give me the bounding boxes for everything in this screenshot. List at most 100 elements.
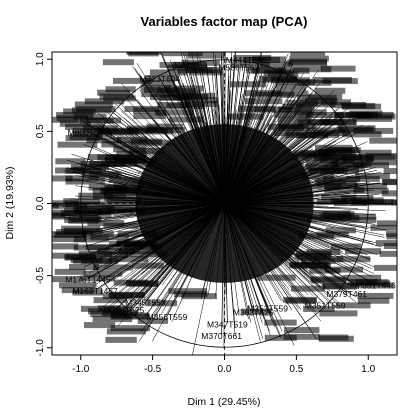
overlapping-label-mark	[93, 297, 127, 304]
overlapping-label-mark	[230, 61, 270, 68]
overlapping-label-mark	[185, 101, 219, 108]
variable-arrow	[159, 77, 225, 204]
overlapping-label-mark	[105, 86, 136, 93]
overlapping-label-mark	[352, 115, 393, 122]
overlapping-label-mark	[353, 127, 394, 134]
y-axis: -1.0 -0.5 0.0 0.5 1.0	[35, 52, 52, 357]
overlapping-label-mark	[63, 198, 100, 205]
variable-arrow	[224, 203, 326, 305]
overlapping-label-mark	[260, 61, 293, 68]
overlapping-label-mark	[145, 300, 178, 307]
overlapping-label-mark	[89, 160, 126, 167]
overlapping-label-mark	[80, 305, 121, 312]
overlapping-label-mark	[65, 135, 100, 142]
overlapping-label-mark	[73, 113, 107, 120]
overlapping-label-mark	[322, 118, 357, 125]
overlapping-label-mark	[275, 84, 307, 91]
overlapping-label-mark	[277, 116, 312, 123]
overlapping-label-mark	[65, 123, 105, 130]
overlapping-label-mark	[362, 199, 394, 206]
overlapping-label-mark	[296, 250, 332, 257]
overlapping-label-mark	[76, 106, 116, 113]
overlapping-label-mark	[311, 277, 347, 284]
variable-label: M347T519	[207, 319, 248, 329]
overlapping-label-mark	[85, 244, 122, 251]
overlapping-label-mark	[322, 78, 358, 85]
overlapping-label-mark	[290, 52, 326, 56]
variable-arrow	[94, 203, 225, 291]
y-axis-label: Dim 2 (19.93%)	[4, 167, 16, 240]
overlapping-label-mark	[80, 275, 115, 282]
overlapping-label-mark	[325, 147, 361, 154]
overlapping-label-mark	[376, 220, 397, 227]
overlapping-label-mark	[292, 154, 328, 161]
x-tick-label: 1.0	[361, 364, 375, 375]
overlapping-label-mark	[292, 66, 332, 73]
y-tick-label: 1.0	[35, 52, 46, 66]
overlapping-label-mark	[52, 252, 89, 259]
variable-arrow	[224, 59, 247, 204]
overlapping-label-mark	[133, 113, 166, 120]
overlapping-label-mark	[383, 168, 397, 175]
overlapping-label-mark	[306, 127, 346, 134]
overlapping-label-mark	[103, 189, 139, 196]
variable-label: M379T461	[326, 289, 367, 299]
variable-label: M600T537	[68, 127, 109, 137]
variable-arrow	[224, 203, 254, 312]
overlapping-label-mark	[155, 109, 195, 116]
overlapping-label-mark	[319, 310, 358, 317]
overlapping-label-mark	[118, 248, 155, 255]
overlapping-label-mark	[78, 251, 113, 258]
overlapping-label-mark	[90, 234, 129, 241]
overlapping-label-mark	[169, 116, 204, 123]
overlapping-label-mark	[52, 202, 59, 209]
overlapping-label-mark	[324, 186, 365, 193]
overlapping-label-mark	[54, 268, 86, 275]
variable-label: M723T604	[139, 74, 180, 84]
overlapping-label-mark	[355, 172, 390, 179]
variable-arrow	[224, 203, 268, 308]
overlapping-label-mark	[52, 175, 73, 182]
x-axis: -1.0 -0.5 0.0 0.5 1.0	[72, 355, 376, 375]
overlapping-label-mark	[297, 119, 330, 126]
overlapping-label-mark	[113, 279, 149, 286]
overlapping-label-mark	[113, 160, 154, 167]
variable-arrow	[87, 131, 225, 204]
overlapping-label-mark	[87, 219, 125, 226]
overlapping-label-mark	[110, 325, 150, 332]
overlapping-label-mark	[70, 163, 109, 170]
overlapping-label-mark	[308, 93, 343, 100]
overlapping-label-mark	[162, 52, 203, 57]
overlapping-label-mark	[354, 183, 388, 190]
variable-label: M444T650	[226, 55, 267, 65]
overlapping-label-mark	[52, 243, 79, 250]
overlapping-label-mark	[336, 256, 371, 263]
overlapping-label-mark	[369, 137, 397, 144]
overlapping-label-mark	[96, 128, 134, 135]
overlapping-label-mark	[97, 89, 131, 96]
overlapping-label-mark	[265, 42, 297, 48]
overlapping-label-mark	[168, 288, 207, 295]
overlapping-label-mark	[296, 101, 336, 108]
overlapping-label-mark	[382, 179, 397, 186]
overlapping-label-mark	[101, 141, 139, 148]
variable-arrow	[123, 203, 225, 310]
overlapping-label-mark	[93, 264, 133, 271]
overlapping-label-mark	[58, 282, 97, 289]
variable-label: M370T661	[201, 331, 242, 341]
overlapping-label-mark	[297, 79, 332, 86]
overlapping-label-mark	[79, 117, 114, 124]
x-tick-label: 0.5	[289, 364, 303, 375]
overlapping-label-mark	[86, 137, 122, 144]
overlapping-label-mark	[122, 157, 158, 164]
y-tick-label: -1.0	[35, 339, 46, 357]
x-tick-label: -1.0	[72, 364, 90, 375]
overlapping-label-mark	[246, 67, 283, 74]
overlapping-label-mark	[230, 81, 267, 88]
x-tick-label: -0.5	[144, 364, 162, 375]
overlapping-label-mark	[64, 201, 101, 208]
overlapping-label-mark	[264, 319, 297, 326]
overlapping-label-mark	[345, 217, 377, 224]
overlapping-label-mark	[59, 120, 91, 127]
variable-label: M351T446	[355, 280, 396, 290]
